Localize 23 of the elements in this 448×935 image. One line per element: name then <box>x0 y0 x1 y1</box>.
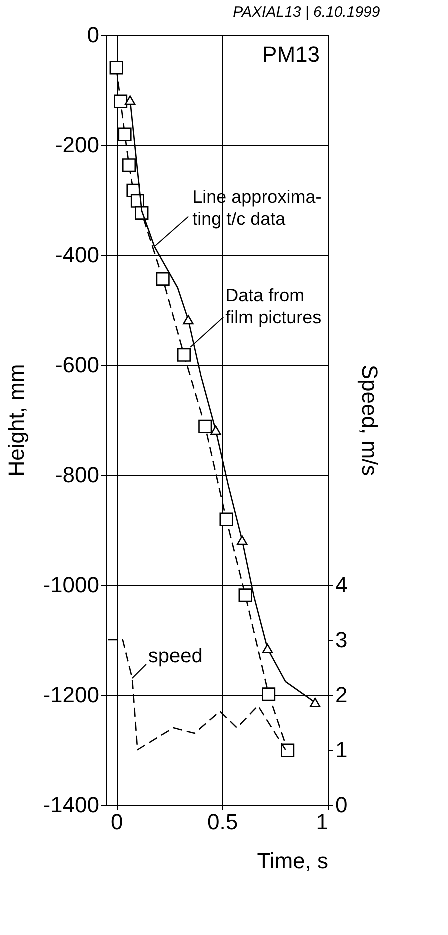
x-axis-title: Time, s <box>257 848 328 874</box>
y-axis-title: Height, mm <box>4 364 30 477</box>
y-tick-label: -1400 <box>43 792 100 818</box>
y2-tick-label: 1 <box>336 738 348 762</box>
y2-axis-title: Speed, m/s <box>358 364 383 476</box>
y-tick-label: -600 <box>55 352 100 378</box>
series-label: speed <box>148 646 203 668</box>
y-tick-label: 0 <box>87 22 100 48</box>
x-tick-label: 0 <box>110 810 124 834</box>
x-tick-label: 1 <box>316 810 328 834</box>
y2-tick-label: 4 <box>336 572 348 598</box>
y2-tick-label: 0 <box>336 792 348 818</box>
y-tick-label: -1000 <box>43 572 100 598</box>
annotation: PM13 <box>262 42 320 67</box>
y-tick-label: -400 <box>55 242 100 268</box>
y-tick-label: -1200 <box>43 682 100 708</box>
x-tick-label: 0.5 <box>207 810 238 834</box>
annotation: Data from film pictures <box>226 285 322 328</box>
chart-title: PAXIAL13 | 6.10.1999 <box>233 4 381 21</box>
y2-tick-label: 2 <box>336 682 348 708</box>
y-tick-label: -200 <box>55 132 100 158</box>
y-tick-label: -800 <box>55 462 100 488</box>
y2-tick-label: 3 <box>336 628 348 652</box>
